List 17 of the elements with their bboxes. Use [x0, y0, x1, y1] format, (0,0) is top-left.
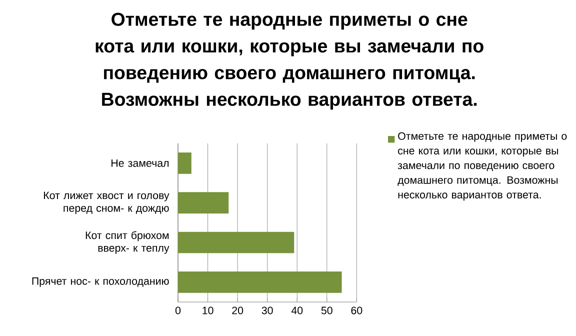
x-tick-label: 50	[321, 306, 332, 314]
y-tick-label: Кот спит брюхом вверх- к теплу	[86, 231, 170, 254]
legend-label: Отметьте те народные приметы о сне кота или кошки, которые вы замечали по поведению своего домашнего питомца. Возможны несколько вариантов ответа.	[398, 132, 567, 201]
bar	[178, 192, 229, 214]
x-tick-label: 60	[351, 306, 362, 314]
x-tick-label: 20	[232, 306, 244, 314]
x-tick-label: 0	[175, 306, 181, 314]
y-tick-label: Прячет нос- к похолоданию	[32, 277, 169, 287]
y-tick-label: Не замечал	[112, 159, 169, 167]
x-tick-label: 40	[291, 306, 303, 314]
bar	[178, 152, 192, 174]
x-tick-label: 10	[202, 306, 214, 314]
x-tick-label: 30	[262, 306, 273, 314]
bar	[178, 232, 294, 254]
chart-title: Отметьте те народные приметы о сне кота или кошки, которые вы замечали по поведению своего домашнего питомца. Возможны несколько вариантов ответа.	[96, 12, 484, 110]
bar	[178, 271, 342, 293]
y-tick-label: Кот лижет хвост и голову перед сном- к дождю	[44, 192, 170, 214]
